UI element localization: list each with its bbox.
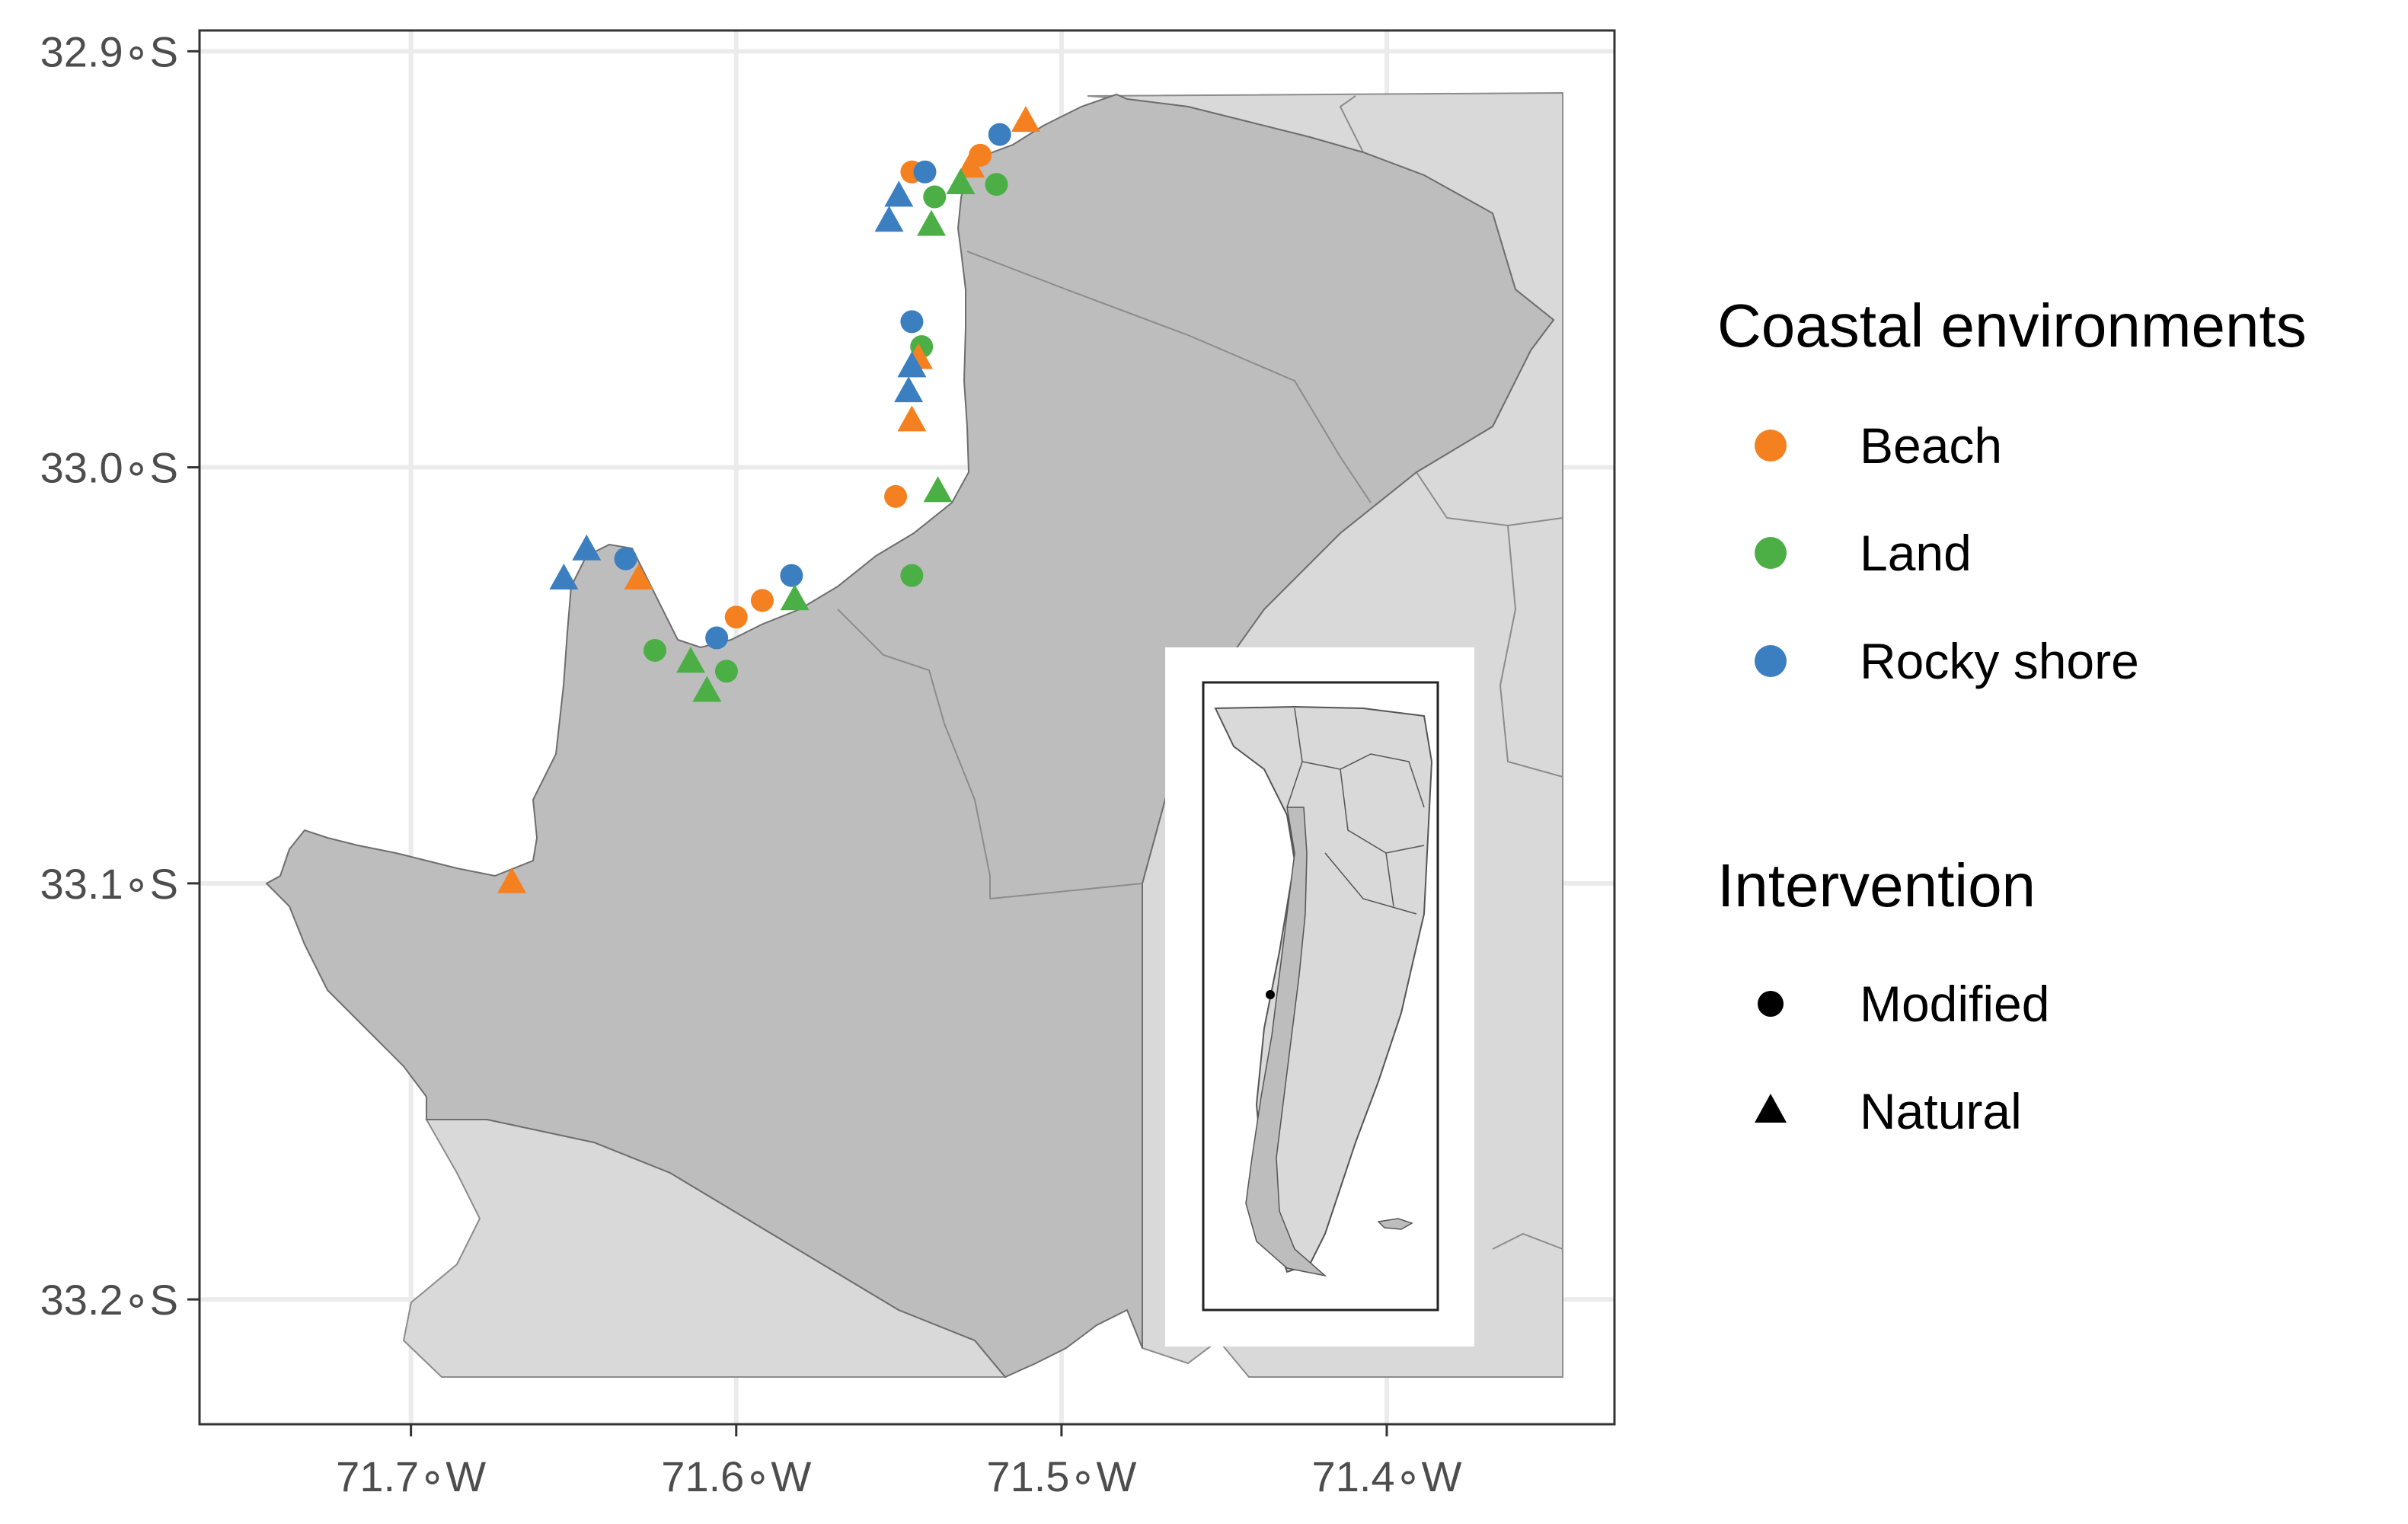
site-rocky-shore-modified xyxy=(988,123,1011,146)
commune-border-b xyxy=(837,609,991,899)
site-land-modified xyxy=(985,173,1008,196)
legend-beach-swatch xyxy=(1755,430,1787,462)
site-rocky-shore-modified xyxy=(900,310,924,334)
site-beach-natural xyxy=(956,152,985,178)
legend-land-swatch xyxy=(1755,537,1787,569)
commune-border-a xyxy=(966,251,1372,503)
province-border-a xyxy=(1339,95,1364,153)
site-land-modified xyxy=(714,660,738,683)
site-land-modified xyxy=(923,185,947,209)
site-rocky-shore-natural xyxy=(897,351,927,378)
site-rocky-shore-modified xyxy=(780,564,803,587)
site-land-natural xyxy=(692,676,722,702)
legend-rocky-shore-label: Rocky shore xyxy=(1860,633,2139,689)
x-tick-label: 71.6∘W xyxy=(661,1452,811,1500)
y-axis: 32.9∘S 33.0∘S 33.1∘S 33.2∘S xyxy=(40,27,200,1324)
x-tick-label: 71.5∘W xyxy=(986,1452,1136,1500)
site-rocky-shore-natural xyxy=(549,563,579,589)
province-border-c xyxy=(1416,471,1563,527)
y-tick-label: 33.1∘S xyxy=(40,860,178,908)
site-beach-modified xyxy=(724,605,748,629)
site-rocky-shore-modified xyxy=(614,547,637,570)
x-tick-label: 71.4∘W xyxy=(1312,1452,1462,1500)
site-rocky-shore-natural xyxy=(894,376,924,403)
site-land-natural xyxy=(946,168,976,195)
y-tick-label: 33.2∘S xyxy=(40,1276,178,1324)
legend-modified-swatch xyxy=(1758,991,1784,1017)
legend-title-intervention: Intervention xyxy=(1717,851,2036,919)
land-study-area xyxy=(265,93,1555,1379)
site-rocky-shore-modified xyxy=(705,626,729,650)
site-beach-natural xyxy=(497,867,527,893)
site-rocky-shore-modified xyxy=(913,160,937,184)
site-beach-natural xyxy=(1011,106,1040,133)
legend-title-environments: Coastal environments xyxy=(1717,292,2307,359)
inset-location-dot xyxy=(1266,990,1275,999)
inset-borders xyxy=(1286,708,1425,915)
site-land-modified xyxy=(900,564,924,587)
legend-land-label: Land xyxy=(1860,525,1972,581)
site-beach-modified xyxy=(750,589,774,612)
site-rocky-shore-natural xyxy=(884,181,914,207)
site-land-natural xyxy=(675,647,705,673)
legend-natural-label: Natural xyxy=(1860,1083,2022,1139)
site-rocky-shore-natural xyxy=(572,534,602,561)
site-beach-natural xyxy=(897,405,927,432)
legend-natural-swatch xyxy=(1755,1094,1787,1123)
map-panel xyxy=(198,29,1616,1426)
site-land-natural xyxy=(923,476,953,503)
legend-beach-label: Beach xyxy=(1860,417,2002,474)
x-axis: 71.7∘W 71.6∘W 71.5∘W 71.4∘W xyxy=(336,1424,1462,1500)
y-tick-label: 32.9∘S xyxy=(40,27,178,75)
panel-border xyxy=(198,29,1616,1426)
study-region xyxy=(265,93,1555,1379)
y-tick-label: 33.0∘S xyxy=(40,444,178,492)
site-land-natural xyxy=(917,209,947,236)
site-beach-modified xyxy=(884,484,908,508)
site-rocky-shore-natural xyxy=(874,206,904,232)
x-tick-label: 71.7∘W xyxy=(336,1452,486,1500)
site-land-modified xyxy=(643,638,666,662)
province-border-e xyxy=(1492,1232,1563,1250)
legend-rocky-shore-swatch xyxy=(1755,645,1787,677)
inset-map xyxy=(1165,647,1474,1347)
commune-border-c xyxy=(989,883,1143,899)
sites-layer xyxy=(497,106,1040,893)
inset-falklands xyxy=(1377,1218,1413,1230)
legend: Coastal environments Beach Land Rocky sh… xyxy=(1717,292,2307,1139)
inset-chile xyxy=(1245,807,1327,1277)
legend-modified-label: Modified xyxy=(1860,976,2049,1032)
site-beach-natural xyxy=(624,563,653,589)
province-border-d xyxy=(1499,525,1563,778)
site-land-natural xyxy=(780,584,810,611)
